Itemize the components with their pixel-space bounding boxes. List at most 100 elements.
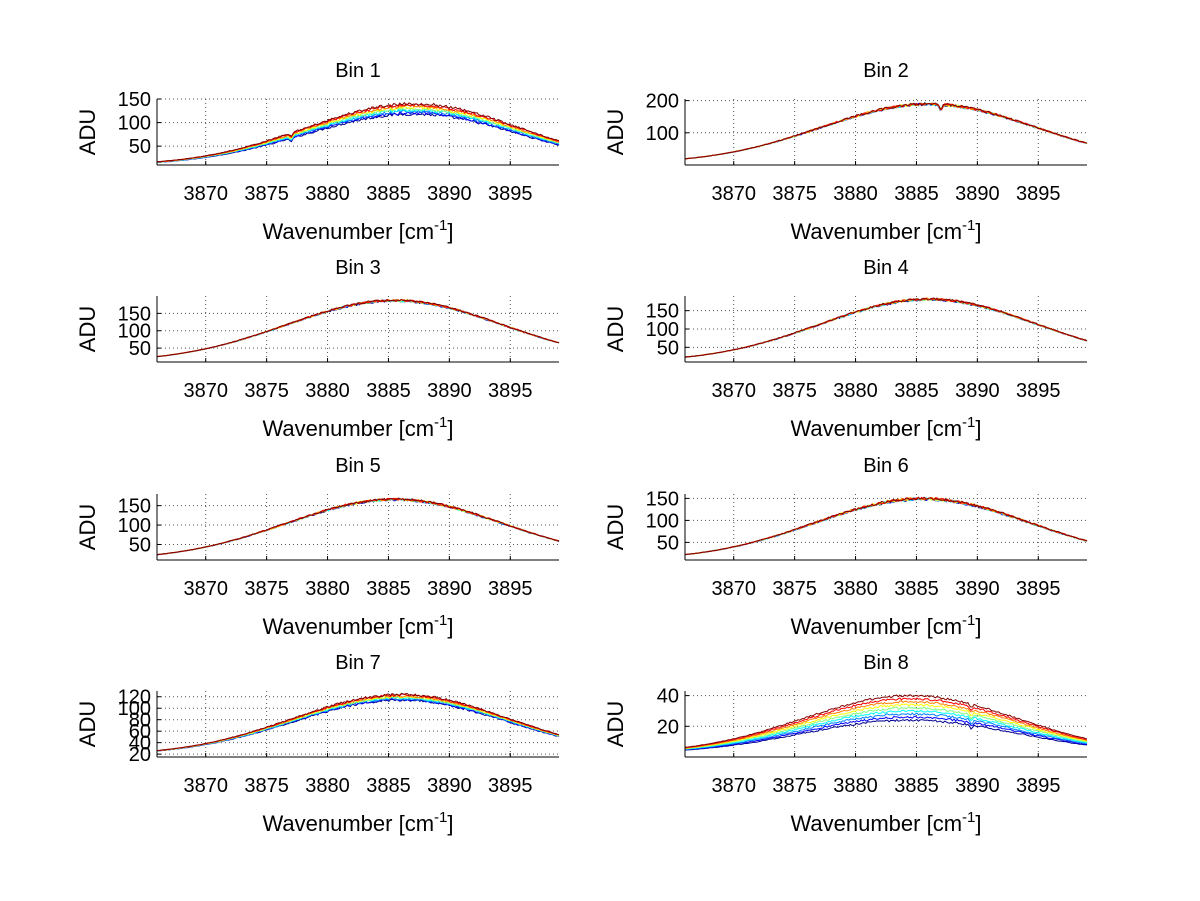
axes-background bbox=[157, 296, 559, 362]
y-tick-label: 20 bbox=[657, 716, 679, 738]
series-line-9 bbox=[684, 694, 1088, 748]
axes-background bbox=[685, 691, 1087, 757]
x-tick-label: 3895 bbox=[1016, 775, 1061, 797]
y-tick-label: 120 bbox=[118, 687, 151, 709]
y-tick-label: 150 bbox=[646, 488, 679, 510]
series-line-7 bbox=[685, 700, 1088, 749]
y-tick-label: 50 bbox=[129, 534, 151, 556]
x-tick-label: 3870 bbox=[711, 775, 756, 797]
x-tick-label: 3875 bbox=[772, 775, 817, 797]
x-tick-label: 3895 bbox=[488, 578, 533, 600]
series-line-9 bbox=[684, 102, 1087, 160]
y-axis-label: ADU bbox=[75, 504, 100, 550]
x-tick-label: 3890 bbox=[427, 183, 472, 205]
subplot-title: Bin 1 bbox=[335, 60, 381, 82]
y-tick-label: 60 bbox=[129, 721, 151, 743]
series-line-8 bbox=[684, 697, 1087, 749]
series-line-1 bbox=[156, 112, 560, 163]
x-tick-label: 3870 bbox=[711, 578, 756, 600]
y-tick-label: 100 bbox=[118, 515, 151, 537]
x-tick-label: 3875 bbox=[244, 775, 289, 797]
x-tick-label: 3890 bbox=[427, 578, 472, 600]
y-tick-label: 40 bbox=[129, 733, 151, 755]
y-tick-label: 50 bbox=[657, 532, 679, 554]
x-tick-label: 3895 bbox=[1016, 578, 1061, 600]
x-axis-label: Wavenumber [cm-1] bbox=[262, 809, 453, 836]
y-tick-label: 100 bbox=[118, 113, 151, 135]
axes-background bbox=[685, 494, 1087, 560]
x-axis-label: Wavenumber [cm-1] bbox=[790, 414, 981, 441]
y-axis-label: ADU bbox=[603, 109, 628, 155]
x-tick-label: 3890 bbox=[955, 578, 1000, 600]
x-tick-label: 3885 bbox=[366, 183, 411, 205]
x-tick-label: 3895 bbox=[1016, 380, 1061, 402]
x-tick-label: 3880 bbox=[305, 183, 350, 205]
x-tick-label: 3875 bbox=[772, 380, 817, 402]
x-tick-label: 3885 bbox=[894, 183, 939, 205]
x-tick-label: 3890 bbox=[427, 775, 472, 797]
x-tick-label: 3890 bbox=[955, 380, 1000, 402]
series-line-9 bbox=[685, 496, 1088, 555]
y-axis-label: ADU bbox=[603, 504, 628, 550]
series-line-9 bbox=[156, 692, 560, 752]
y-axis-label: ADU bbox=[603, 306, 628, 352]
y-axis-label: ADU bbox=[603, 701, 628, 747]
x-tick-label: 3880 bbox=[833, 380, 878, 402]
x-tick-label: 3870 bbox=[711, 183, 756, 205]
x-tick-label: 3895 bbox=[488, 775, 533, 797]
y-tick-label: 100 bbox=[646, 319, 679, 341]
y-tick-label: 100 bbox=[118, 321, 151, 343]
x-tick-label: 3885 bbox=[894, 578, 939, 600]
x-tick-label: 3885 bbox=[366, 578, 411, 600]
axes-background bbox=[685, 99, 1087, 165]
series-line-1 bbox=[684, 718, 1088, 751]
subplot-8: 3870 3875 3880 3885 3890 3895 20 40 Bin 8 Wavenum… bbox=[603, 652, 1088, 836]
y-tick-label: 150 bbox=[118, 89, 151, 111]
y-axis-label: ADU bbox=[75, 109, 100, 155]
x-axis-label: Wavenumber [cm-1] bbox=[790, 217, 981, 244]
x-tick-label: 3885 bbox=[366, 775, 411, 797]
y-tick-label: 200 bbox=[646, 91, 679, 113]
y-tick-label: 50 bbox=[657, 337, 679, 359]
subplot-2: 3870 3875 3880 3885 3890 3895 100 200 Bin 2 Waven… bbox=[603, 60, 1088, 244]
x-tick-label: 3870 bbox=[183, 380, 228, 402]
x-tick-label: 3870 bbox=[183, 578, 228, 600]
y-tick-label: 20 bbox=[129, 744, 151, 766]
x-axis-label: Wavenumber [cm-1] bbox=[790, 809, 981, 836]
x-axis-label: Wavenumber [cm-1] bbox=[262, 612, 453, 639]
x-tick-label: 3885 bbox=[894, 775, 939, 797]
y-axis-label: ADU bbox=[75, 306, 100, 352]
y-axis-label: ADU bbox=[75, 701, 100, 747]
x-tick-label: 3880 bbox=[305, 380, 350, 402]
x-tick-label: 3870 bbox=[183, 183, 228, 205]
x-tick-label: 3895 bbox=[1016, 183, 1061, 205]
subplot-title: Bin 6 bbox=[863, 455, 909, 477]
series-line-9 bbox=[156, 497, 560, 556]
subplot-title: Bin 2 bbox=[863, 60, 909, 82]
y-tick-label: 100 bbox=[646, 123, 679, 145]
x-axis-label: Wavenumber [cm-1] bbox=[790, 612, 981, 639]
y-tick-label: 100 bbox=[118, 698, 151, 720]
y-tick-label: 100 bbox=[646, 510, 679, 532]
x-tick-label: 3890 bbox=[955, 775, 1000, 797]
y-tick-label: 150 bbox=[646, 301, 679, 323]
series-line-2 bbox=[684, 715, 1088, 751]
series-line-3 bbox=[684, 712, 1088, 750]
y-tick-label: 150 bbox=[118, 303, 151, 325]
x-tick-label: 3890 bbox=[427, 380, 472, 402]
x-tick-label: 3880 bbox=[833, 578, 878, 600]
x-tick-label: 3875 bbox=[772, 183, 817, 205]
series-line-9 bbox=[684, 297, 1088, 358]
x-tick-label: 3890 bbox=[955, 183, 1000, 205]
x-tick-label: 3870 bbox=[711, 380, 756, 402]
x-tick-label: 3880 bbox=[833, 183, 878, 205]
x-tick-label: 3880 bbox=[305, 578, 350, 600]
x-axis-label: Wavenumber [cm-1] bbox=[262, 217, 453, 244]
x-tick-label: 3880 bbox=[833, 775, 878, 797]
